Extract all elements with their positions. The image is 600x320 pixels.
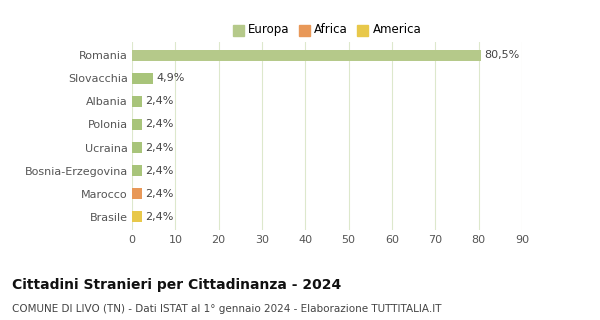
Bar <box>132 188 142 199</box>
Text: Cittadini Stranieri per Cittadinanza - 2024: Cittadini Stranieri per Cittadinanza - 2… <box>12 278 341 292</box>
Text: 2,4%: 2,4% <box>145 212 174 221</box>
Text: 2,4%: 2,4% <box>145 165 174 176</box>
Bar <box>132 165 142 176</box>
Bar <box>132 96 142 107</box>
Bar <box>132 142 142 153</box>
Bar <box>132 50 481 61</box>
Text: 2,4%: 2,4% <box>145 142 174 153</box>
Text: 80,5%: 80,5% <box>484 51 519 60</box>
Text: 2,4%: 2,4% <box>145 96 174 107</box>
Bar <box>132 119 142 130</box>
Bar <box>132 73 153 84</box>
Text: 4,9%: 4,9% <box>156 73 185 84</box>
Text: COMUNE DI LIVO (TN) - Dati ISTAT al 1° gennaio 2024 - Elaborazione TUTTITALIA.IT: COMUNE DI LIVO (TN) - Dati ISTAT al 1° g… <box>12 304 442 314</box>
Bar <box>132 211 142 222</box>
Text: 2,4%: 2,4% <box>145 119 174 130</box>
Legend: Europa, Africa, America: Europa, Africa, America <box>230 21 424 39</box>
Text: 2,4%: 2,4% <box>145 188 174 199</box>
